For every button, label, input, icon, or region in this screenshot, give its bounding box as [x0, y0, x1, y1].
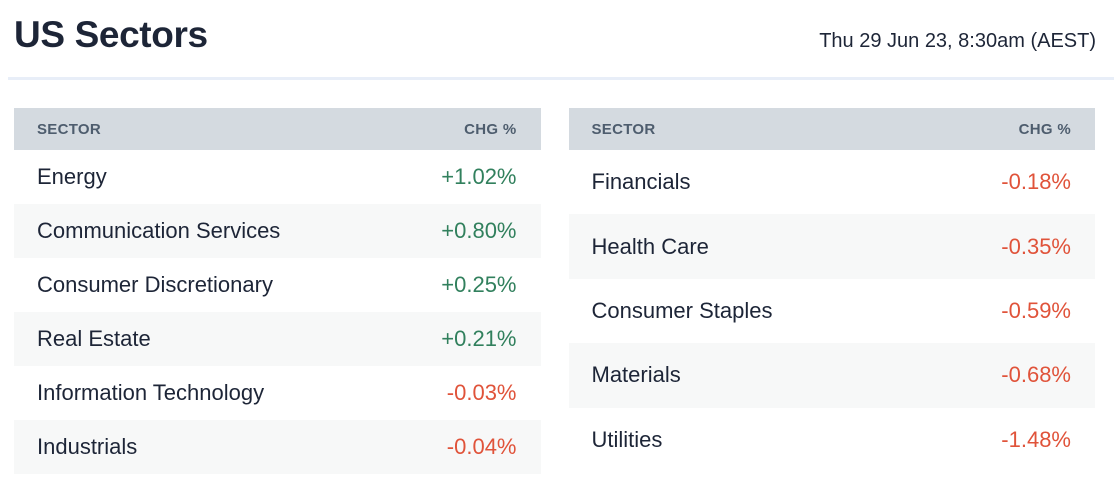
- table-body: Energy +1.02% Communication Services +0.…: [14, 150, 541, 474]
- sector-change: -0.68%: [1001, 362, 1071, 388]
- column-header-sector: SECTOR: [591, 120, 656, 138]
- table-row: Real Estate +0.21%: [14, 312, 541, 366]
- table-row: Materials -0.68%: [568, 343, 1095, 408]
- sector-name: Health Care: [591, 233, 709, 259]
- sector-change: +0.80%: [441, 218, 517, 243]
- sector-name: Financials: [591, 169, 691, 195]
- sector-name: Real Estate: [37, 326, 151, 351]
- column-header-chg: CHG %: [1018, 120, 1071, 138]
- sector-change: +1.02%: [441, 164, 517, 189]
- sector-name: Utilities: [591, 426, 663, 452]
- sector-change: -0.59%: [1001, 297, 1071, 323]
- table-row: Financials -0.18%: [568, 150, 1095, 215]
- column-header-chg: CHG %: [464, 120, 517, 138]
- timestamp: Thu 29 Jun 23, 8:30am (AEST): [819, 30, 1096, 52]
- sector-change: -1.48%: [1001, 426, 1071, 452]
- sector-name: Communication Services: [37, 218, 281, 243]
- page-header: US Sectors Thu 29 Jun 23, 8:30am (AEST): [0, 0, 1114, 53]
- table-header: SECTOR CHG %: [568, 108, 1095, 150]
- table-row: Energy +1.02%: [14, 150, 541, 204]
- sector-name: Energy: [37, 164, 107, 189]
- table-row: Industrials -0.04%: [14, 420, 541, 474]
- table-row: Utilities -1.48%: [568, 407, 1095, 472]
- sector-name: Materials: [591, 362, 681, 388]
- table-row: Health Care -0.35%: [568, 214, 1095, 279]
- sector-name: Industrials: [37, 434, 138, 459]
- sector-name: Consumer Discretionary: [37, 272, 273, 297]
- sector-change: +0.21%: [441, 326, 517, 351]
- column-header-sector: SECTOR: [37, 120, 102, 138]
- table-row: Consumer Discretionary +0.25%: [14, 258, 541, 312]
- sector-name: Consumer Staples: [591, 297, 773, 323]
- sector-table-right: SECTOR CHG % Financials -0.18% Health Ca…: [568, 108, 1095, 474]
- table-body: Financials -0.18% Health Care -0.35% Con…: [568, 150, 1095, 472]
- sector-change: -0.18%: [1001, 169, 1071, 195]
- table-header: SECTOR CHG %: [14, 108, 541, 150]
- sector-change: -0.04%: [446, 434, 517, 459]
- sector-change: +0.25%: [441, 272, 517, 297]
- table-row: Information Technology -0.03%: [14, 366, 541, 420]
- sector-change: -0.35%: [1001, 233, 1071, 259]
- sector-change: -0.03%: [446, 380, 517, 405]
- sector-tables: SECTOR CHG % Energy +1.02% Communication…: [14, 108, 1095, 474]
- header-divider: [8, 77, 1114, 80]
- table-row: Communication Services +0.80%: [14, 204, 541, 258]
- table-row: Consumer Staples -0.59%: [568, 278, 1095, 344]
- sector-table-left: SECTOR CHG % Energy +1.02% Communication…: [14, 108, 541, 474]
- sector-name: Information Technology: [37, 380, 265, 405]
- page-title: US Sectors: [14, 14, 208, 55]
